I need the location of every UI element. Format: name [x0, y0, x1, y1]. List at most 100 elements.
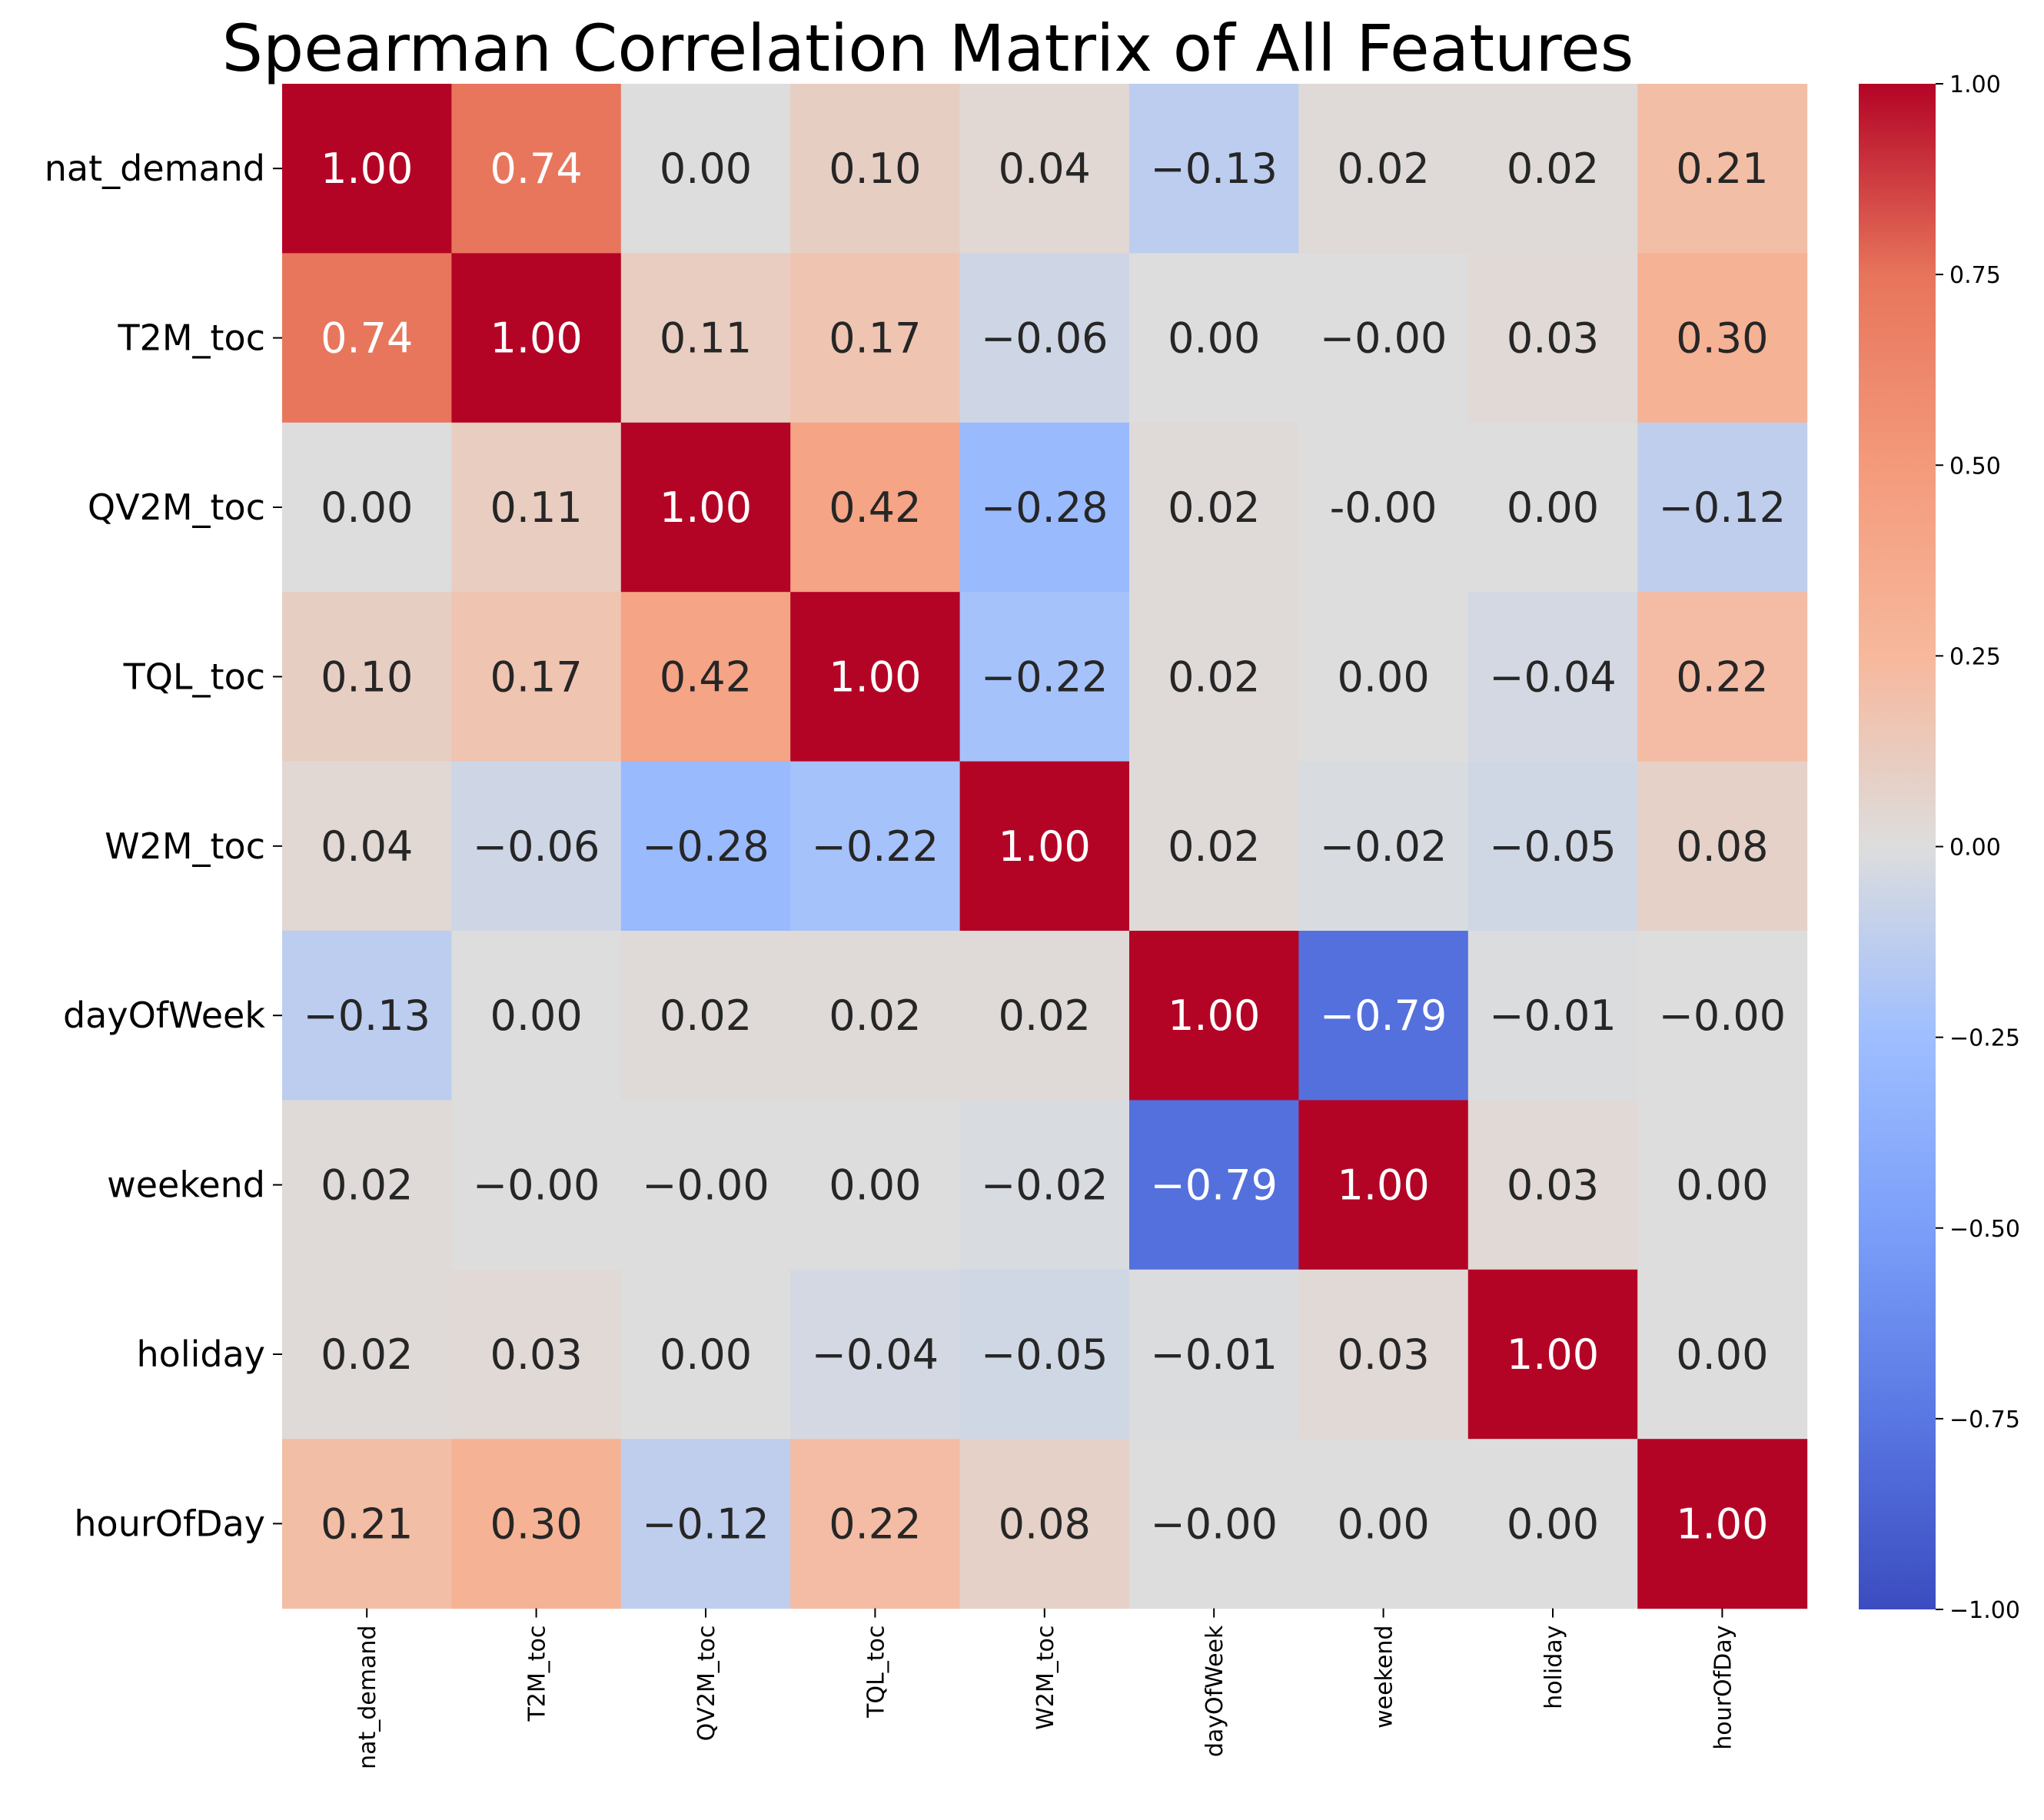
cell-value-label: 0.11 — [490, 483, 582, 532]
heatmap-cell — [620, 1439, 791, 1609]
heatmap-cell — [1467, 761, 1638, 932]
row-label: weekend — [107, 1164, 265, 1206]
cell-value-label: 0.10 — [321, 653, 413, 701]
chart-title: Spearman Correlation Matrix of All Featu… — [222, 11, 1634, 86]
heatmap-cell — [282, 84, 452, 254]
cell-value-label: −0.01 — [1150, 1330, 1277, 1379]
heatmap-cell — [1129, 761, 1299, 932]
heatmap-cell — [959, 592, 1130, 762]
cell-value-label: 0.42 — [660, 653, 752, 701]
heatmap-cell — [1129, 253, 1299, 423]
cell-value-label: 0.22 — [1676, 653, 1768, 701]
cell-value-label: 1.00 — [1676, 1500, 1768, 1548]
heatmap-cell — [959, 253, 1130, 423]
heatmap-cell — [451, 1269, 622, 1440]
cell-value-label: 0.02 — [1168, 653, 1260, 701]
cell-value-label: 0.02 — [1168, 822, 1260, 871]
heatmap-cell — [1467, 931, 1638, 1101]
cell-value-label: 0.00 — [321, 483, 413, 532]
row-label: nat_demand — [45, 148, 265, 189]
cell-value-label: 0.74 — [321, 314, 413, 363]
cell-value-label: −0.02 — [981, 1161, 1108, 1210]
colorbar: 1.00 0.75 0.50 0.25 0.00 −0.25 −0.50 −0.75 −1.00 — [1859, 71, 2020, 1624]
cell-value-labels: 1.00 0.74 0.00 0.10 0.04 −0.13 0.02 0.02 0.21 0.7… — [303, 144, 1786, 1548]
cell-value-label: 1.00 — [999, 822, 1091, 871]
heatmap-cell — [1637, 253, 1808, 423]
cell-value-label: −0.22 — [981, 653, 1108, 701]
cell-value-label: −0.00 — [642, 1161, 769, 1210]
column-label: W2M_toc — [1032, 1626, 1059, 1730]
heatmap-cell — [959, 1269, 1130, 1440]
heatmap-cell — [1467, 84, 1638, 254]
heatmap-cell — [959, 422, 1130, 593]
colorbar-gradient — [1859, 84, 1936, 1609]
cell-value-label: 1.00 — [660, 483, 752, 532]
cell-value-label: 1.00 — [829, 653, 921, 701]
heatmap-cell — [1298, 1439, 1469, 1609]
row-label: QV2M_toc — [88, 487, 265, 528]
colorbar-tick-label: −1.00 — [1949, 1597, 2020, 1624]
column-label: nat_demand — [354, 1626, 381, 1769]
cell-value-label: 0.00 — [1507, 1500, 1599, 1548]
row-labels: nat_demand T2M_toc QV2M_toc TQL_toc W2M_tocd… — [45, 148, 282, 1544]
cell-value-label: -0.00 — [1330, 483, 1437, 532]
heatmap-cell — [1298, 253, 1469, 423]
cell-value-label: −0.04 — [812, 1330, 939, 1379]
cell-value-label: −0.00 — [1320, 314, 1447, 363]
cell-value-label: −0.12 — [1659, 483, 1786, 532]
heatmap-cell — [620, 931, 791, 1101]
cell-value-label: 0.08 — [1676, 822, 1768, 871]
cell-value-label: 0.03 — [1337, 1330, 1429, 1379]
colorbar-tick-label: −0.75 — [1949, 1407, 2020, 1433]
cell-value-label: −0.79 — [1150, 1161, 1277, 1210]
cell-value-label: −0.00 — [1150, 1500, 1277, 1548]
heatmap-cell — [620, 1269, 791, 1440]
heatmap-cell — [1467, 592, 1638, 762]
cell-value-label: 0.00 — [1337, 653, 1429, 701]
row-label: hourOfDay — [74, 1503, 265, 1544]
heatmap-cell — [1637, 422, 1808, 593]
heatmap-cell — [1298, 592, 1469, 762]
heatmap-cell — [282, 761, 452, 932]
heatmap-cell — [620, 84, 791, 254]
cell-value-label: 0.02 — [1168, 483, 1260, 532]
heatmap-cell — [1129, 1269, 1299, 1440]
cell-value-label: 0.04 — [999, 144, 1091, 193]
cell-value-label: 0.00 — [1507, 483, 1599, 532]
cell-value-label: 0.02 — [321, 1330, 413, 1379]
cell-value-label: 0.30 — [490, 1500, 582, 1548]
heatmap-cell — [1637, 592, 1808, 762]
heatmap-cell — [1467, 1269, 1638, 1440]
heatmap-cell — [1129, 422, 1299, 593]
cell-value-label: 0.00 — [829, 1161, 921, 1210]
heatmap-cell — [1129, 592, 1299, 762]
cell-value-label: −0.05 — [981, 1330, 1108, 1379]
cell-value-label: −0.06 — [473, 822, 600, 871]
row-label: T2M_toc — [117, 317, 265, 359]
heatmap-cell — [959, 1439, 1130, 1609]
colorbar-tick-label: −0.50 — [1949, 1216, 2020, 1243]
heatmap-cell — [1298, 1269, 1469, 1440]
heatmap-cell — [1298, 931, 1469, 1101]
cell-value-label: 0.30 — [1676, 314, 1768, 363]
cell-value-label: 1.00 — [1337, 1161, 1429, 1210]
heatmap-cell — [620, 1100, 791, 1270]
cell-value-label: 0.00 — [1337, 1500, 1429, 1548]
heatmap-cell — [282, 422, 452, 593]
cell-value-label: −0.05 — [1489, 822, 1616, 871]
heatmap-cell — [959, 1100, 1130, 1270]
column-labels: nat_demand T2M_toc QV2M_toc TQL_toc W2M_toc d… — [354, 1608, 1737, 1769]
heatmap-cell — [959, 761, 1130, 932]
cell-value-label: 0.02 — [1507, 144, 1599, 193]
cell-value-label: 0.02 — [1337, 144, 1429, 193]
heatmap-cell — [451, 761, 622, 932]
cell-value-label: −0.06 — [981, 314, 1108, 363]
cell-value-label: −0.12 — [642, 1500, 769, 1548]
heatmap-cell — [282, 1100, 452, 1270]
cell-value-label: −0.02 — [1320, 822, 1447, 871]
heatmap-cell — [282, 592, 452, 762]
colorbar-tick-label: −0.25 — [1949, 1025, 2020, 1052]
heatmap-cell — [282, 253, 452, 423]
cell-value-label: 1.00 — [1507, 1330, 1599, 1379]
cell-value-label: 0.00 — [660, 144, 752, 193]
